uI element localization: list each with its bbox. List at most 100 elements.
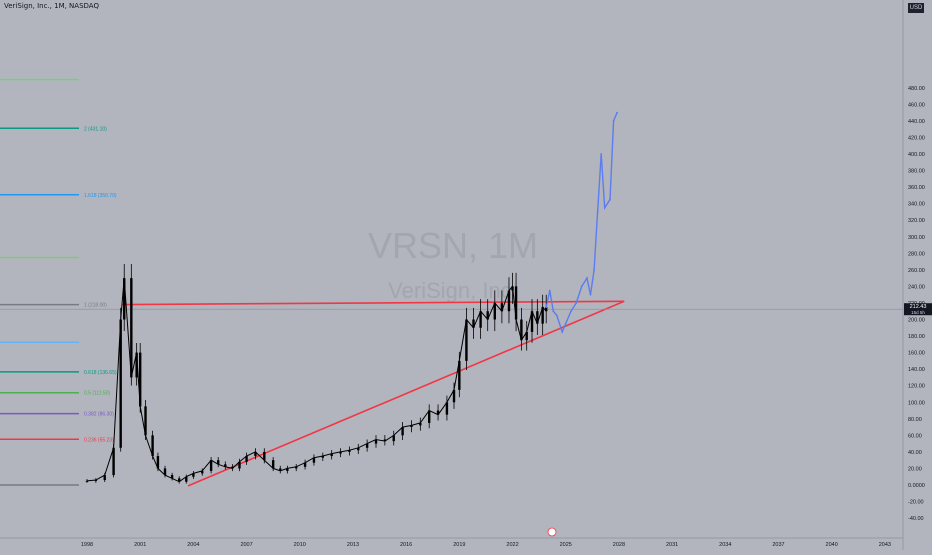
projection-point — [600, 153, 603, 155]
price-candle-body — [254, 451, 257, 457]
x-tick-label: 2022 — [506, 542, 518, 548]
price-candle-body — [479, 311, 482, 328]
x-tick-label: 2007 — [240, 542, 252, 548]
price-candle-body — [231, 466, 234, 469]
x-tick-label: 2013 — [347, 542, 359, 548]
y-tick-label: 440.00 — [908, 119, 925, 125]
x-tick-label: 2043 — [879, 542, 891, 548]
price-candle-body — [123, 278, 126, 320]
y-tick-label: 80.00 — [908, 417, 922, 423]
y-tick-label: 460.00 — [908, 102, 925, 108]
price-candle-body — [374, 439, 378, 444]
price-candle-body — [365, 443, 369, 448]
currency-label[interactable]: USD — [908, 3, 924, 13]
y-tick-label: 240.00 — [908, 284, 925, 290]
price-candle-body — [112, 447, 115, 476]
fib-level-label: 1 (218.00) — [84, 303, 107, 309]
projection-point — [580, 285, 583, 288]
projection-point — [548, 289, 551, 292]
y-tick-label: 40.00 — [908, 450, 922, 456]
price-candle-body — [151, 435, 154, 457]
fib-level-label: 0.382 (86.30) — [84, 412, 114, 418]
price-candle-body — [536, 311, 539, 324]
projection-point — [552, 310, 555, 313]
price-candle-body — [472, 319, 475, 328]
price-badge-countdown: 15d 5h — [911, 310, 925, 315]
projection-point — [586, 277, 588, 280]
price-candle-body — [330, 453, 333, 457]
price-candle-body — [271, 460, 275, 469]
projection-point — [593, 268, 595, 271]
y-tick-label: 340.00 — [908, 202, 925, 208]
price-candle-body — [312, 457, 316, 463]
price-candle-body — [507, 290, 511, 312]
y-tick-label: -40.00 — [908, 516, 924, 522]
price-candle-body — [392, 435, 395, 442]
y-tick-label: 20.00 — [908, 466, 922, 472]
price-candle-body — [103, 475, 106, 481]
price-candle-body — [452, 389, 456, 403]
fib-level-label: 0.618 (136.65) — [84, 370, 117, 376]
price-candle-body — [445, 402, 449, 415]
chart-title: VeriSign, Inc., 1M, NASDAQ — [4, 2, 99, 10]
projection-point — [612, 120, 615, 122]
y-tick-label: -20.00 — [908, 500, 924, 506]
projection-series-line — [545, 112, 618, 334]
projection-point — [564, 322, 567, 325]
trendline — [187, 300, 625, 487]
y-tick-label: 200.00 — [908, 318, 925, 324]
projection-point — [603, 206, 606, 209]
watermark-symbol: VRSN, 1M — [368, 225, 538, 266]
price-candle-body — [436, 410, 440, 415]
price-candle-body — [458, 360, 461, 390]
price-candle-body — [486, 311, 489, 320]
x-tick-label: 2019 — [453, 542, 465, 548]
price-candle-body — [177, 478, 181, 482]
y-tick-label: 360.00 — [908, 185, 925, 191]
trendline — [122, 300, 625, 306]
price-candle-body — [94, 480, 98, 482]
price-candle-body — [170, 475, 174, 479]
y-tick-label: 0.0000 — [908, 483, 925, 489]
price-candle-body — [545, 307, 548, 312]
price-candle-body — [525, 331, 528, 341]
projection-point — [561, 331, 564, 333]
price-candle-body — [217, 460, 220, 465]
price-candle-body — [401, 427, 404, 436]
price-candle-body — [419, 422, 422, 426]
price-candle-body — [138, 352, 142, 407]
projection-point — [589, 293, 592, 296]
price-candle-body — [144, 406, 147, 436]
y-tick-label: 320.00 — [908, 218, 925, 224]
price-candle-body — [303, 462, 307, 467]
x-tick-label: 2004 — [187, 542, 199, 548]
price-candle-body — [465, 319, 468, 361]
price-candle-body — [514, 286, 518, 320]
x-tick-label: 2040 — [826, 542, 838, 548]
projection-point — [575, 302, 578, 304]
price-badge — [904, 303, 932, 316]
y-tick-label: 180.00 — [908, 334, 925, 340]
price-candle-body — [156, 456, 160, 469]
x-tick-label: 2037 — [772, 542, 784, 548]
price-candle-body — [245, 456, 248, 462]
price-candle-body — [185, 476, 188, 482]
y-tick-label: 100.00 — [908, 400, 925, 406]
price-candle-body — [348, 450, 351, 452]
price-candle-body — [520, 319, 523, 341]
price-candle-body — [357, 447, 360, 451]
price-series-line — [86, 278, 547, 483]
y-tick-label: 120.00 — [908, 384, 925, 390]
x-tick-label: 2025 — [560, 542, 572, 548]
event-marker-icon — [547, 527, 557, 537]
fib-level-label: 0.5 (111.50) — [84, 391, 111, 397]
projection-point — [555, 314, 558, 317]
price-candle-body — [493, 302, 496, 320]
y-tick-label: 260.00 — [908, 268, 925, 274]
y-tick-label: 160.00 — [908, 351, 925, 357]
price-candle-body — [321, 456, 325, 458]
fib-level-label: 2 (431.10) — [84, 126, 107, 132]
x-tick-label: 2001 — [134, 542, 146, 548]
